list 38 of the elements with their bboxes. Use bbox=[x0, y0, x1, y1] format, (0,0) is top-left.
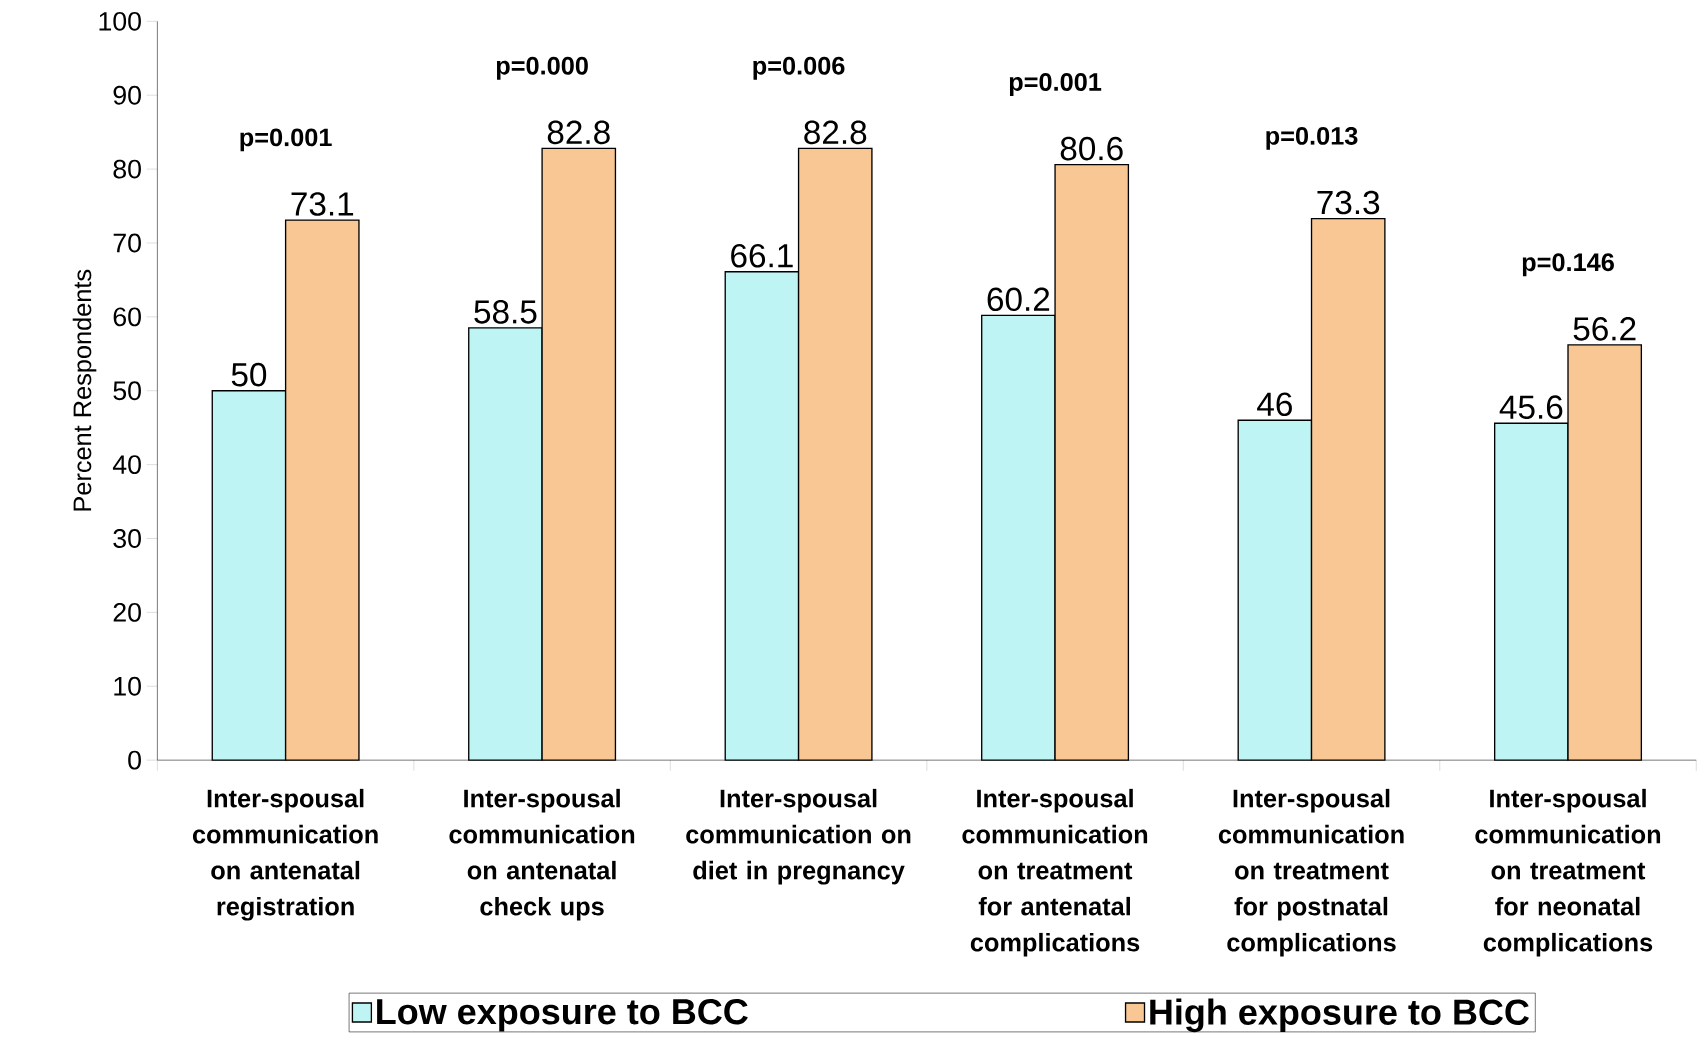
data-label: 60.2 bbox=[987, 287, 1050, 312]
annotation: p=0.013 bbox=[1266, 127, 1358, 151]
data-label: 73.3 bbox=[1317, 190, 1380, 215]
data-label: 46 bbox=[1257, 392, 1292, 417]
data-label: 82.8 bbox=[547, 120, 610, 145]
x-tick-label: Inter-spousal communication on antenatal check ups bbox=[449, 789, 635, 921]
data-label: 82.8 bbox=[804, 120, 867, 145]
y-tick-label: 20 bbox=[113, 603, 141, 623]
y-tick-label: 10 bbox=[114, 677, 141, 696]
x-tick-label: Inter-spousal communication on treatment for neonatal complications bbox=[1475, 789, 1661, 957]
x-tick-label: Inter-spousal communication on treatment for antenatal complications bbox=[962, 789, 1148, 957]
data-label: 73.1 bbox=[291, 192, 354, 217]
y-tick-label: 70 bbox=[113, 233, 141, 253]
annotation: p=0.001 bbox=[1009, 73, 1102, 97]
legend-label: Low exposure to BCC bbox=[377, 999, 748, 1032]
y-tick-label: 90 bbox=[113, 86, 141, 105]
annotation: p=0.146 bbox=[1522, 253, 1614, 277]
annotation: p=0.006 bbox=[753, 56, 845, 80]
data-label: 56.2 bbox=[1573, 317, 1636, 341]
annotation: p=0.001 bbox=[240, 128, 332, 152]
y-tick-label: 30 bbox=[113, 529, 141, 549]
y-axis-title: Percent Respondents bbox=[72, 270, 97, 511]
data-label: 45.6 bbox=[1499, 395, 1563, 420]
x-tick-label: Inter-spousal communication on treatment for postnatal complications bbox=[1218, 789, 1404, 957]
y-tick-label: 100 bbox=[99, 12, 141, 31]
data-label: 50 bbox=[231, 363, 267, 387]
data-label: 58.5 bbox=[474, 300, 537, 324]
annotation: p=0.000 bbox=[496, 56, 588, 80]
x-tick-label: Inter-spousal communication on diet in pregnancy bbox=[686, 789, 911, 885]
y-tick-label: 50 bbox=[113, 381, 141, 401]
y-tick-label: 80 bbox=[113, 159, 141, 179]
y-tick-label: 60 bbox=[113, 307, 141, 327]
y-tick-label: 40 bbox=[112, 455, 141, 475]
legend-label: High exposure to BCC bbox=[1150, 998, 1529, 1033]
y-tick-label: 0 bbox=[128, 750, 141, 770]
data-label: 66.1 bbox=[731, 244, 793, 268]
data-label: 80.6 bbox=[1060, 137, 1123, 161]
x-tick-label: Inter-spousal communication on antenatal registration bbox=[192, 789, 378, 921]
